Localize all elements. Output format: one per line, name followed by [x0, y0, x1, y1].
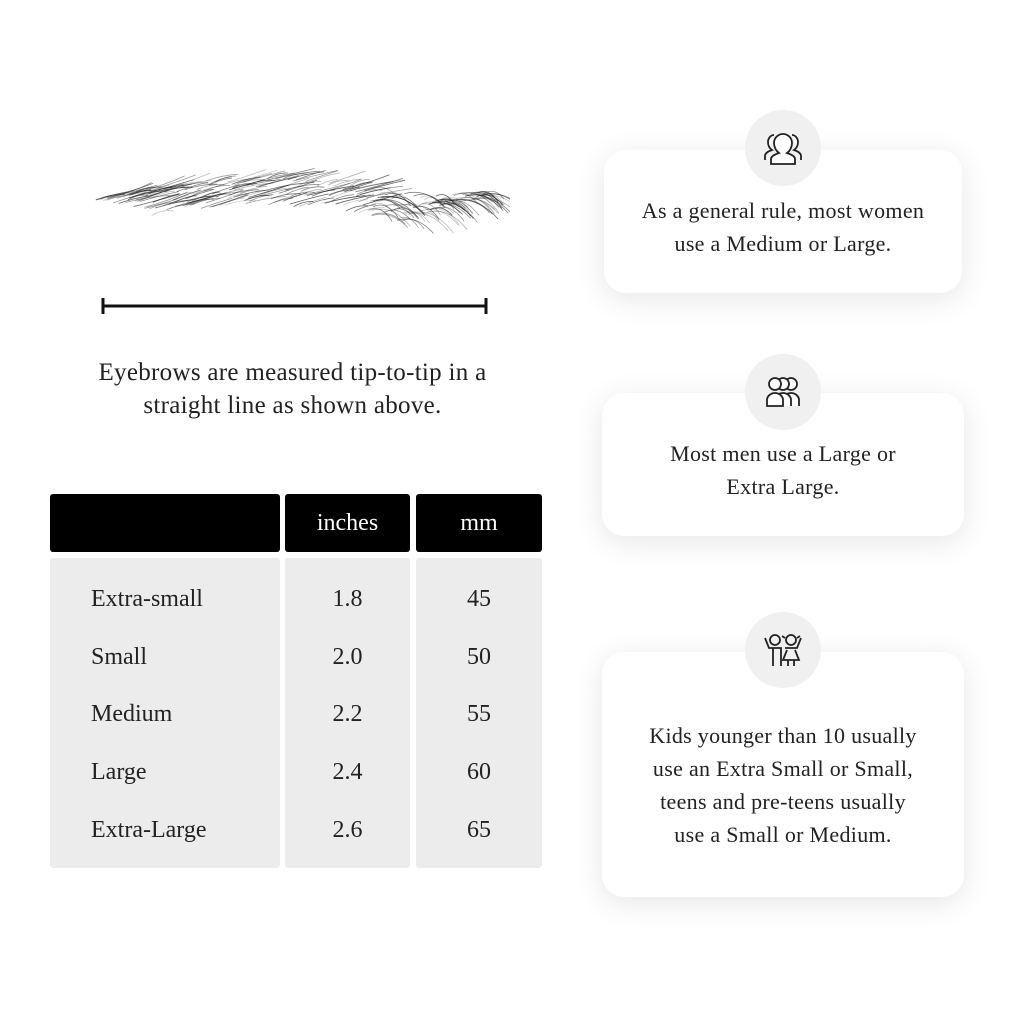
men-group-icon [745, 354, 821, 430]
header-size [50, 494, 280, 552]
mm-value: 60 [467, 759, 491, 785]
mm-value: 65 [467, 817, 491, 843]
size-label: Small [91, 644, 148, 670]
inches-value: 1.8 [332, 586, 363, 612]
header-mm: mm [416, 494, 542, 552]
women-group-icon [745, 110, 821, 186]
mm-column [416, 558, 542, 868]
mm-value: 45 [467, 586, 491, 612]
size-column [50, 558, 280, 868]
size-label: Extra-small [91, 586, 203, 612]
inches-value: 2.6 [332, 817, 363, 843]
kids-icon [745, 612, 821, 688]
kids-card: Kids younger than 10 usually use an Extr… [602, 652, 964, 897]
mm-value: 50 [467, 644, 491, 670]
inches-value: 2.0 [332, 644, 363, 670]
men-card-text: Most men use a Large or Extra Large. [670, 440, 896, 499]
inches-column [285, 558, 410, 868]
size-label: Extra-Large [91, 817, 207, 843]
inches-value: 2.2 [332, 701, 363, 727]
measurement-caption: Eyebrows are measured tip-to-tip in a st… [98, 359, 487, 419]
measurement-line [101, 298, 488, 314]
header-inches: inches [285, 494, 410, 552]
inches-value: 2.4 [332, 759, 363, 785]
size-label: Large [91, 759, 147, 785]
mm-value: 55 [467, 701, 491, 727]
eyebrow-illustration [95, 168, 510, 314]
size-label: Medium [91, 701, 173, 727]
women-card-text: As a general rule, most women use a Medi… [641, 197, 925, 256]
kids-card-text: Kids younger than 10 usually use an Extr… [649, 722, 917, 847]
